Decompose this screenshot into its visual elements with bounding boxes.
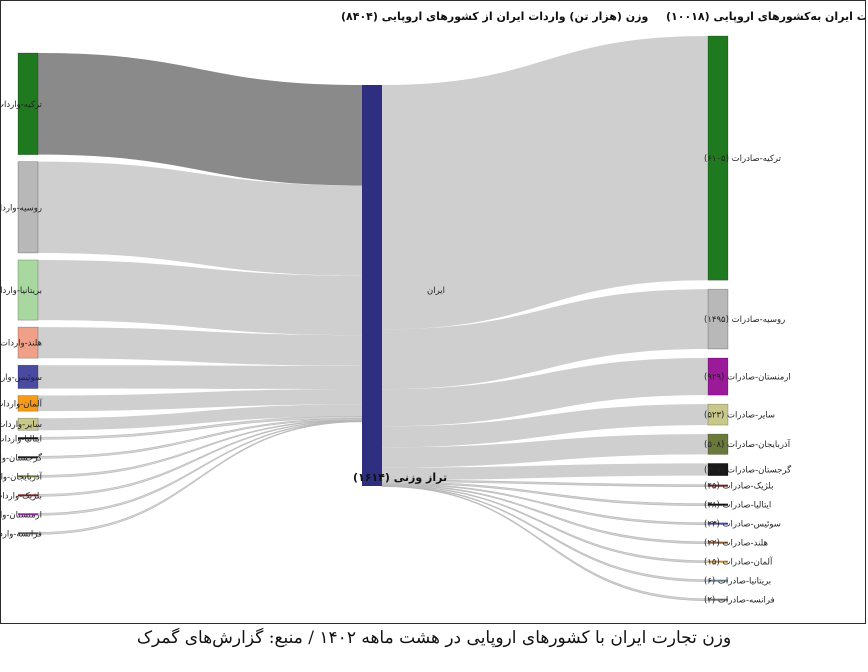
node-export-5 (707, 463, 729, 476)
label-export-7: ایتالیا-صادرات (۳۸) (704, 501, 771, 511)
node-export-9 (708, 541, 728, 544)
node-export-3 (707, 403, 729, 426)
label-export-6: بلژیک-صادرات (۴۵) (704, 482, 773, 492)
label-export-0: ترکیه-صادرات (۶۱۰۵) (704, 154, 782, 164)
node-center-iran (362, 85, 382, 486)
label-import-8: گرجستان-واردات (۳۲) (1, 452, 43, 463)
link-export-0 (382, 36, 708, 330)
label-import-9: آذربایجان-واردات (۱۵) (1, 470, 43, 482)
imports-header: وزن (هزار تن) واردات ایران از کشورهای ار… (341, 10, 648, 23)
label-export-1: روسیه-صادرات (۱۴۹۵) (704, 315, 785, 325)
link-export-10 (381, 484, 709, 563)
label-export-9: هلند-صادرات (۲۲) (704, 539, 768, 549)
node-import-1 (17, 161, 39, 254)
figure-caption: وزن تجارت ایران با کشورهای اروپایی در هش… (136, 628, 732, 648)
node-import-10 (18, 494, 38, 497)
node-import-12 (18, 532, 38, 535)
exports-header: وزن (هزار تن) صادرات ایران به‌کشورهای ار… (666, 10, 865, 23)
link-import-5 (38, 388, 362, 412)
label-import-6: سایر-واردات (۲۹۸) (1, 420, 42, 430)
node-export-6 (708, 484, 728, 487)
node-export-10 (708, 560, 728, 563)
node-import-3 (17, 326, 39, 359)
label-import-11: ارمنستان-واردات (۹) (1, 510, 42, 520)
sankey-links (37, 36, 709, 601)
node-import-4 (17, 364, 39, 389)
label-import-7: ایتالیا-واردات (۵۱) (1, 434, 42, 444)
node-export-2 (707, 357, 729, 396)
link-export-3 (382, 404, 708, 448)
label-import-5: آلمان-واردات (۳۸۶) (1, 397, 43, 409)
link-export-2 (382, 358, 708, 427)
sankey-nodes (17, 35, 729, 601)
link-import-10 (37, 419, 363, 497)
node-export-12 (708, 598, 728, 601)
node-import-2 (17, 259, 39, 321)
link-export-11 (381, 485, 709, 582)
sankey-labels: ترکیه-واردات (۲۵۱۰) روسیه-واردات (۲۲۵۴) بر… (1, 100, 792, 606)
link-import-11 (37, 420, 363, 516)
link-export-5 (382, 463, 708, 480)
link-export-4 (382, 434, 708, 468)
node-import-7 (18, 437, 38, 440)
link-import-0 (38, 53, 362, 186)
label-export-5: گرجستان-صادرات (۳۰۷) (704, 465, 792, 476)
node-export-1 (707, 288, 729, 350)
label-export-8: سوئیس-صادرات (۲۳) (704, 520, 781, 530)
center-node-label: ایران (427, 286, 445, 296)
label-import-0: ترکیه-واردات (۲۵۱۰) (1, 100, 43, 110)
node-export-8 (708, 522, 728, 525)
label-import-12: فرانسه-واردات (۷) (1, 529, 42, 539)
node-import-5 (17, 395, 39, 412)
sankey-chart: ترکیه-واردات (۲۵۱۰) روسیه-واردات (۲۲۵۴) بر… (1, 10, 865, 606)
node-import-8 (18, 456, 38, 459)
node-export-11 (708, 579, 728, 582)
label-import-1: روسیه-واردات (۲۲۵۴) (1, 203, 42, 213)
node-import-9 (18, 475, 38, 478)
node-import-0 (17, 52, 39, 155)
label-export-11: بریتانیا-صادرات (۶) (704, 577, 771, 587)
link-import-6 (38, 404, 362, 431)
link-import-3 (38, 327, 362, 366)
label-import-3: هلند-واردات (۷۶۷) (1, 339, 42, 349)
link-export-1 (382, 289, 708, 390)
label-import-2: بریتانیا-واردات (۱۴۸۶) (1, 286, 42, 296)
label-import-4: سوئیس-واردات (۵۷۷) (1, 373, 42, 383)
balance-label: تراز وزنی (۱۶۱۴) (353, 471, 447, 484)
label-export-12: فرانسه-صادرات (۲) (704, 596, 775, 606)
label-export-10: آلمان-صادرات (۱۵) (704, 556, 773, 568)
node-export-0 (707, 35, 729, 281)
link-import-2 (38, 259, 362, 336)
node-import-6 (17, 417, 39, 431)
link-import-4 (38, 365, 362, 389)
label-export-2: ارمنستان-صادرات (۹۲۹) (704, 373, 791, 383)
label-export-3: سایر-صادرات (۵۲۳) (704, 411, 775, 421)
node-export-7 (708, 503, 728, 506)
node-import-11 (18, 513, 38, 516)
chart-frame: ترکیه-واردات (۲۵۱۰) روسیه-واردات (۲۲۵۴) بر… (0, 0, 866, 624)
label-import-10: بلژیک-واردات (۱۴) (1, 491, 42, 501)
node-export-4 (707, 433, 729, 455)
label-export-4: آذربایجان-صادرات (۵۰۸) (704, 438, 791, 450)
link-import-1 (38, 161, 362, 276)
